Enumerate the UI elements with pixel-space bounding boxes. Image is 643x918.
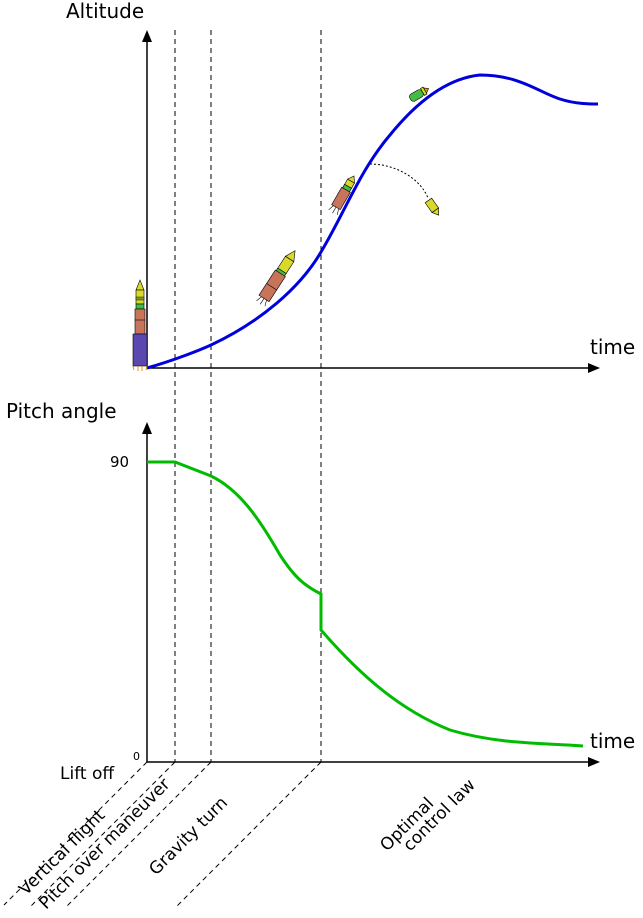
altitude-curve (146, 73, 599, 370)
pitch-angle-curve (147, 460, 584, 748)
payload-icon (409, 86, 429, 102)
phase-guide-gravity-turn (175, 761, 322, 908)
phase-label-lift-off: Lift off (60, 764, 115, 784)
phase-guide-pitch-over (65, 761, 212, 908)
upper-stage-icon (328, 175, 355, 215)
jettisoned-fairing-icon (424, 197, 440, 216)
pitch-tick-0: 0 (133, 750, 140, 763)
fairing-separation-trajectory (369, 163, 429, 199)
top-time-axis-label: time (590, 335, 635, 359)
rocket-icon (132, 279, 148, 371)
phase-guide-lift-off (3, 761, 148, 906)
altitude-axis-label: Altitude (66, 0, 144, 23)
pitch-tick-90: 90 (110, 453, 129, 471)
pitch-angle-axis-label: Pitch angle (6, 399, 117, 423)
rocket-stage-icon (256, 250, 296, 307)
phase-label-gravity-turn: Gravity turn (145, 793, 232, 880)
bottom-time-axis-label: time (590, 729, 635, 753)
phase-guide-vertical-flight (29, 761, 176, 908)
